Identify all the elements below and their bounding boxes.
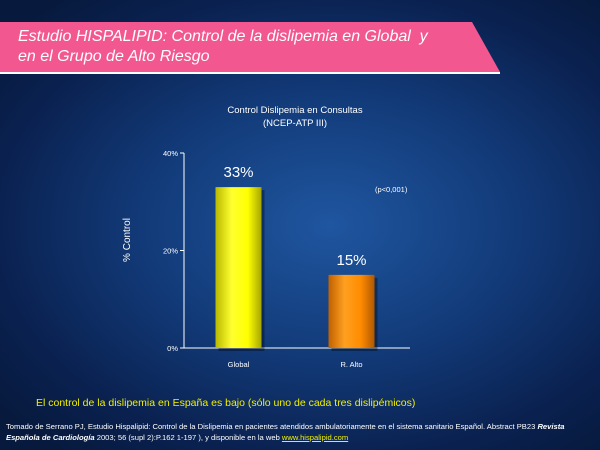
footnote-text-2: 2003; 56 (supl 2):P.162 1-197 ), y dispo… (94, 433, 282, 442)
bar-value-label: 15% (336, 252, 366, 269)
y-tick-label: 0% (167, 344, 178, 353)
footnote-text-1: Tomado de Serrano PJ, Estudio Hispalipid… (6, 422, 538, 431)
bar-global (215, 187, 262, 348)
chart-title: Control Dislipemia en Consultas (227, 105, 362, 116)
chart-subtitle: (NCEP-ATP III) (263, 118, 327, 129)
header-banner (0, 22, 500, 74)
bar-value-label: 33% (223, 164, 253, 181)
x-tick-label: Global (228, 360, 250, 369)
footnote-journal: Revista Española de Cardiología (6, 422, 565, 442)
y-tick-label: 20% (163, 247, 178, 256)
y-axis-label: % Control (122, 218, 133, 262)
y-tick-label: 40% (163, 149, 178, 158)
p-value-annotation: (p<0,001) (375, 185, 408, 194)
website-link[interactable]: www.hispalipid.com (281, 433, 349, 442)
source-footnote: Tomado de Serrano PJ, Estudio Hispalipid… (6, 421, 596, 443)
x-tick-label: R. Alto (340, 360, 362, 369)
slide-title: Estudio HISPALIPID: Control de la dislip… (18, 28, 428, 65)
conclusion-text: El control de la dislipemia en España es… (36, 397, 416, 409)
bar-r-alto (328, 274, 375, 348)
